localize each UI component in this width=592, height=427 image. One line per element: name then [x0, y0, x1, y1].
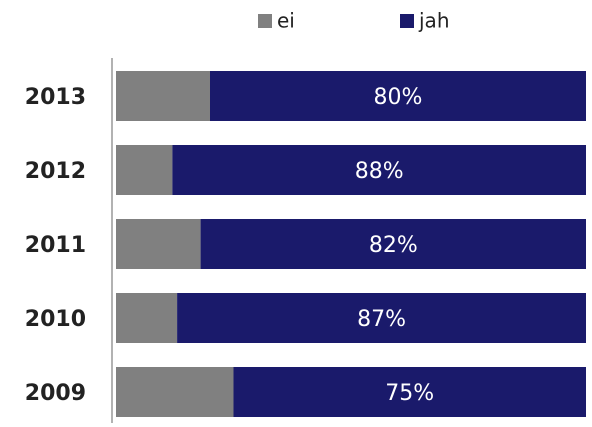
legend-swatch [258, 14, 272, 28]
data-label: 82% [369, 233, 418, 258]
y-tick-label: 2009 [25, 381, 86, 406]
y-tick-label: 2011 [25, 233, 86, 258]
legend-label: jah [418, 9, 450, 33]
y-tick-label: 2010 [25, 307, 86, 332]
bar-segment [210, 71, 586, 121]
bar-segment [116, 367, 234, 417]
data-label: 88% [355, 159, 404, 184]
data-label: 80% [374, 85, 423, 110]
bar-segment [116, 219, 201, 269]
legend-label: ei [277, 9, 295, 33]
bar-segment [116, 71, 210, 121]
bar-segment [116, 145, 173, 195]
bar-segment [200, 219, 586, 269]
bar-segment [116, 293, 178, 343]
bar-segment [172, 145, 586, 195]
y-tick-label: 2012 [25, 159, 86, 184]
bar-segment [177, 293, 586, 343]
data-label: 75% [385, 381, 434, 406]
bar-segment [233, 367, 586, 417]
y-tick-label: 2013 [25, 85, 86, 110]
legend-swatch [400, 14, 414, 28]
data-label: 87% [357, 307, 406, 332]
